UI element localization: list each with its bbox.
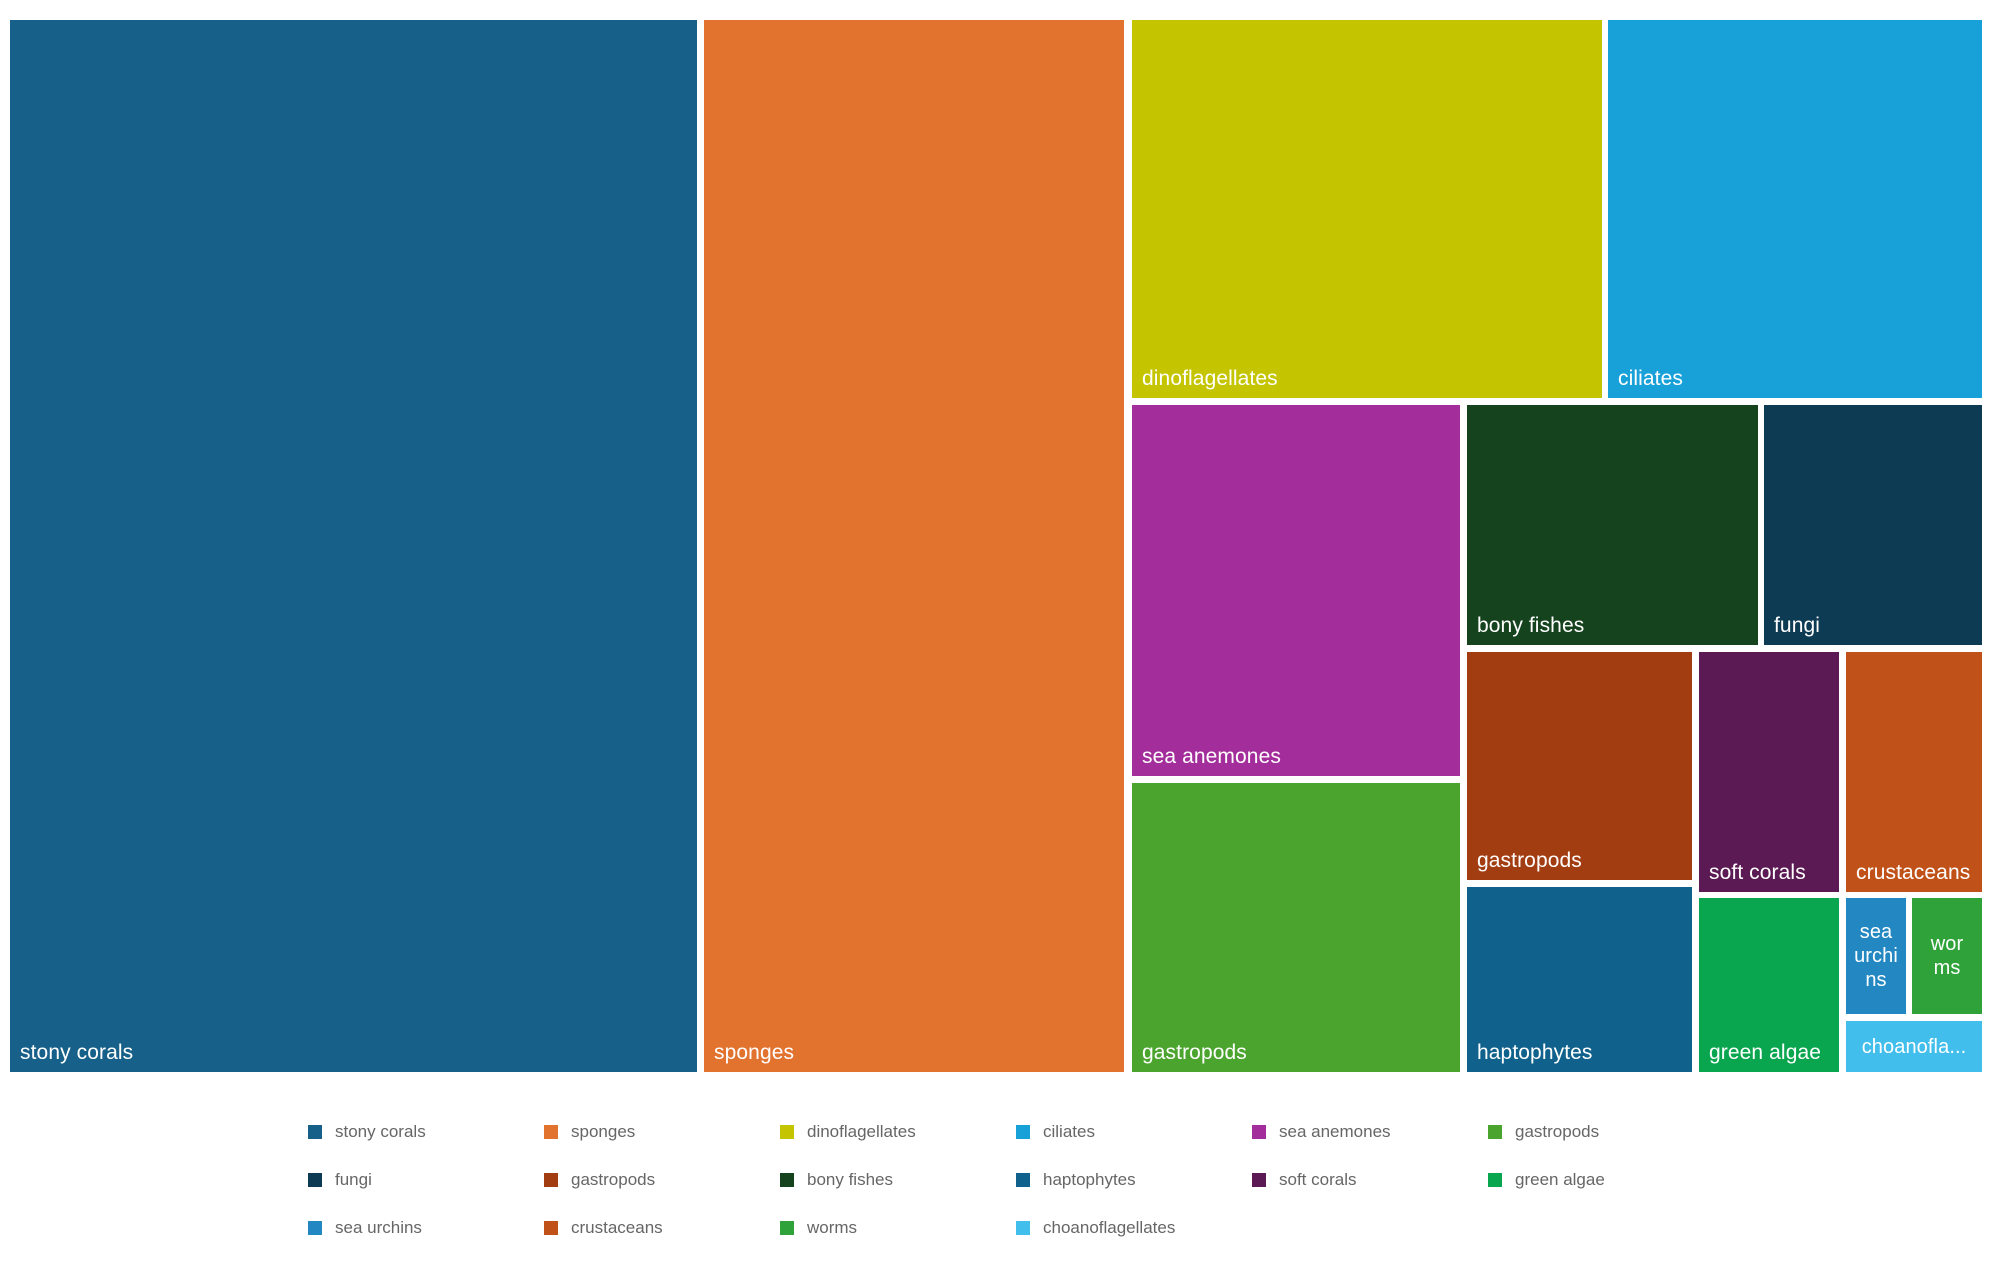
legend-swatch-icon [1252,1173,1266,1187]
treemap-cell-label: sea urchi ns [1854,921,1898,991]
legend-label: sponges [571,1122,636,1141]
treemap-cell-label: dinoflagellates [1142,366,1278,390]
treemap-cell-crustaceans[interactable]: crustaceans [1846,652,1982,892]
treemap-cell-sea-anemones[interactable]: sea anemones [1132,405,1460,776]
treemap-cell-green-algae[interactable]: green algae [1699,898,1839,1072]
legend-label: sea urchins [335,1218,422,1237]
legend-item-dinoflagellates[interactable]: dinoflagellates [780,1108,1016,1156]
legend-label: ciliates [1043,1122,1095,1141]
legend: stony corals sponges dinoflagellates ciliat… [308,1108,1724,1252]
legend-swatch-icon [544,1221,558,1235]
legend-label: sea anemones [1279,1122,1391,1141]
legend-label: haptophytes [1043,1170,1136,1189]
legend-item-green-algae[interactable]: green algae [1488,1156,1724,1204]
treemap-cell-gastropods-brown[interactable]: gastropods [1467,652,1692,880]
treemap-cell-worms[interactable]: wor ms [1912,898,1982,1014]
legend-label: gastropods [571,1170,656,1189]
legend-label: dinoflagellates [807,1122,916,1141]
legend-swatch-icon [780,1221,794,1235]
treemap: stony corals sponges dinoflagellates ciliat… [10,20,1982,1072]
legend-label: worms [807,1218,858,1237]
treemap-cell-haptophytes[interactable]: haptophytes [1467,887,1692,1072]
treemap-cell-label: wor ms [1930,933,1964,979]
legend-swatch-icon [1016,1173,1030,1187]
treemap-cell-label: haptophytes [1477,1040,1593,1064]
legend-item-stony-corals[interactable]: stony corals [308,1108,544,1156]
legend-swatch-icon [1016,1125,1030,1139]
legend-swatch-icon [1488,1125,1502,1139]
legend-item-sea-urchins[interactable]: sea urchins [308,1204,544,1252]
legend-swatch-icon [780,1125,794,1139]
legend-item-haptophytes[interactable]: haptophytes [1016,1156,1252,1204]
treemap-cell-label: sea anemones [1142,744,1281,768]
legend-swatch-icon [1488,1173,1502,1187]
legend-item-sea-anemones[interactable]: sea anemones [1252,1108,1488,1156]
legend-item-choanoflagellates[interactable]: choanoflagellates [1016,1204,1252,1252]
legend-swatch-icon [308,1173,322,1187]
legend-label: fungi [335,1170,372,1189]
treemap-cell-label: bony fishes [1477,613,1585,637]
legend-label: crustaceans [571,1218,663,1237]
treemap-cell-gastropods-green[interactable]: gastropods [1132,783,1460,1072]
legend-swatch-icon [780,1173,794,1187]
legend-item-gastropods-green[interactable]: gastropods [1488,1108,1724,1156]
legend-label: green algae [1515,1170,1605,1189]
treemap-cell-label: fungi [1774,613,1821,637]
treemap-cell-bony-fishes[interactable]: bony fishes [1467,405,1758,645]
legend-item-bony-fishes[interactable]: bony fishes [780,1156,1016,1204]
legend-label: bony fishes [807,1170,893,1189]
legend-label: stony corals [335,1122,426,1141]
treemap-cell-dinoflagellates[interactable]: dinoflagellates [1132,20,1602,398]
legend-label: soft corals [1279,1170,1357,1189]
treemap-cell-choanoflagellates[interactable]: choanofla... [1846,1021,1982,1072]
treemap-cell-label: gastropods [1142,1040,1247,1064]
treemap-cell-label: crustaceans [1856,860,1971,884]
legend-swatch-icon [1016,1221,1030,1235]
legend-swatch-icon [1252,1125,1266,1139]
treemap-cell-sponges[interactable]: sponges [704,20,1124,1072]
legend-swatch-icon [308,1221,322,1235]
legend-label: choanoflagellates [1043,1218,1176,1237]
treemap-cell-soft-corals[interactable]: soft corals [1699,652,1839,892]
treemap-cell-label: stony corals [20,1040,134,1064]
legend-item-soft-corals[interactable]: soft corals [1252,1156,1488,1204]
treemap-cell-sea-urchins[interactable]: sea urchi ns [1846,898,1906,1014]
legend-item-worms[interactable]: worms [780,1204,1016,1252]
legend-item-gastropods-brown[interactable]: gastropods [544,1156,780,1204]
treemap-cell-label: gastropods [1477,848,1582,872]
treemap-cell-label: ciliates [1618,366,1683,390]
treemap-cell-label: choanofla... [1861,1035,1967,1058]
legend-swatch-icon [544,1125,558,1139]
treemap-cell-stony-corals[interactable]: stony corals [10,20,697,1072]
legend-item-crustaceans[interactable]: crustaceans [544,1204,780,1252]
treemap-cell-label: soft corals [1709,860,1806,884]
treemap-cell-fungi[interactable]: fungi [1764,405,1982,645]
treemap-cell-label: sponges [714,1040,795,1064]
legend-label: gastropods [1515,1122,1600,1141]
legend-item-ciliates[interactable]: ciliates [1016,1108,1252,1156]
legend-swatch-icon [308,1125,322,1139]
treemap-cell-ciliates[interactable]: ciliates [1608,20,1982,398]
legend-item-fungi[interactable]: fungi [308,1156,544,1204]
treemap-cell-label: green algae [1709,1040,1822,1064]
legend-item-sponges[interactable]: sponges [544,1108,780,1156]
legend-swatch-icon [544,1173,558,1187]
